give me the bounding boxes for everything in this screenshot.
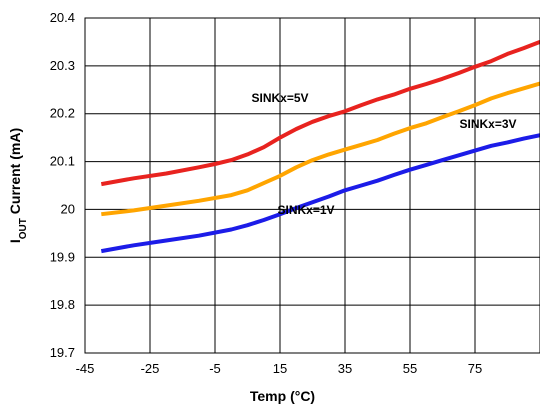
series-line-sinkx-1v bbox=[100, 133, 540, 254]
y-axis-title: IOUT Current (mA) bbox=[7, 128, 29, 243]
series-label: SINKx=1V bbox=[277, 203, 334, 217]
x-tick-label: -45 bbox=[76, 361, 95, 376]
series-label: SINKx=5V bbox=[251, 91, 308, 105]
y-axis-title-rest: Current (mA) bbox=[7, 128, 23, 218]
y-axis-title-sub: OUT bbox=[18, 218, 29, 239]
y-tick-label: 20.1 bbox=[50, 154, 75, 169]
series-labels: SINKx=5V SINKx=3V SINKx=1V bbox=[251, 91, 516, 217]
series-line-sinkx-3v bbox=[101, 81, 540, 217]
y-tick-label: 20.2 bbox=[50, 106, 75, 121]
x-tick-label: 75 bbox=[468, 361, 482, 376]
y-axis-title-main: I bbox=[7, 239, 23, 243]
x-tick-label: -25 bbox=[141, 361, 160, 376]
y-tick-label: 20 bbox=[61, 201, 75, 216]
x-tick-label: 15 bbox=[273, 361, 287, 376]
y-tick-label: 20.3 bbox=[50, 58, 75, 73]
series-line-sinkx-5v bbox=[100, 40, 540, 187]
x-tick-label: 55 bbox=[403, 361, 417, 376]
y-tick-labels: 19.7 19.8 19.9 20 20.1 20.2 20.3 20.4 bbox=[50, 10, 75, 360]
x-tick-label: -5 bbox=[209, 361, 221, 376]
x-axis-title: Temp (°C) bbox=[250, 388, 315, 404]
y-tick-label: 20.4 bbox=[50, 10, 75, 25]
y-tick-label: 19.8 bbox=[50, 297, 75, 312]
series-label: SINKx=3V bbox=[459, 117, 516, 131]
plot-frame bbox=[84, 17, 540, 354]
svg-text:IOUT Current (mA): IOUT Current (mA) bbox=[7, 128, 29, 243]
x-tick-label: 35 bbox=[338, 361, 352, 376]
series-lines bbox=[100, 40, 540, 254]
x-tick-labels: -45 -25 -5 15 35 55 75 bbox=[76, 361, 483, 376]
y-tick-label: 19.7 bbox=[50, 345, 75, 360]
grid bbox=[84, 17, 540, 354]
y-tick-label: 19.9 bbox=[50, 249, 75, 264]
